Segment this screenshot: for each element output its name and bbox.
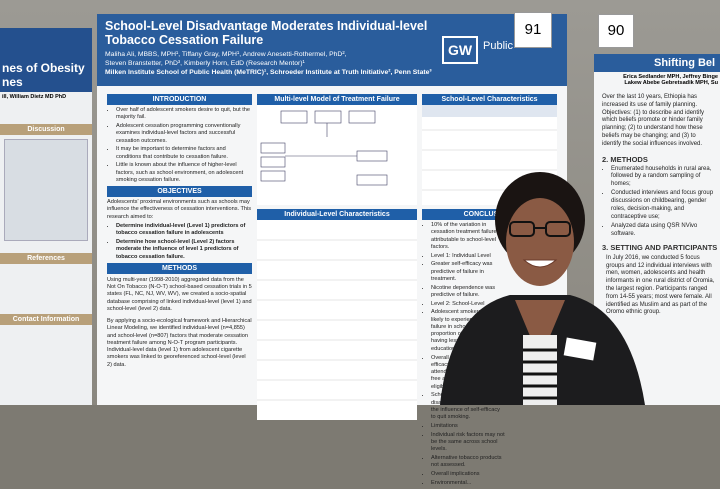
methods-text: By applying a socio-ecological framework… (107, 318, 252, 368)
right-heading: 3. SETTING AND PARTICIPANTS (602, 242, 718, 252)
bullet: Environmental... (431, 480, 506, 487)
right-heading: 2. METHODS (602, 154, 648, 164)
bullet: Little is known about the influence of h… (116, 162, 252, 184)
logo-text: Public (483, 40, 513, 52)
left-references: References (0, 253, 92, 264)
bullet: Determine how school-level (Level 2) fac… (116, 239, 252, 261)
board-number: 91 (514, 12, 552, 48)
column-left: INTRODUCTION Over half of adolescent smo… (107, 94, 252, 369)
title-line: Tobacco Cessation Failure (105, 33, 264, 48)
bullet: Enumerated households in rural area, fol… (611, 166, 720, 189)
affiliation: Milken Institute School of Public Health… (105, 68, 432, 76)
diagram-box (260, 142, 286, 154)
section-heading: School-Level Characteristics (422, 94, 557, 105)
objectives-list: Determine individual-level (Level 1) pre… (107, 223, 252, 261)
left-header: nes of Obesity nes (0, 28, 92, 92)
intro-list: Over half of adolescent smokers desire t… (107, 107, 252, 184)
bullet: Level 2: School-Level (431, 301, 506, 308)
bullet: Nicotine dependence was predictive of fa… (431, 285, 506, 300)
right-title: Shifting Bel (594, 54, 720, 72)
section-heading: Multi-level Model of Treatment Failure (257, 94, 417, 105)
neck (515, 300, 565, 360)
diagram-box (356, 150, 388, 162)
right-list: Enumerated households in rural area, fol… (602, 166, 720, 239)
scene: nes of Obesity nes ill, William Dietz MD… (0, 0, 720, 405)
author-line: Maliha Ali, MBBS, MPH¹, Tiffany Gray, MP… (105, 51, 347, 58)
model-diagram (257, 105, 417, 205)
smile (522, 259, 558, 268)
gw-logo: GW (442, 36, 478, 64)
table-head (422, 105, 557, 117)
name-badge (563, 337, 597, 361)
section-heading: CONCLUSIONS (422, 209, 557, 220)
methods-text: Using multi-year (1998-2010) aggregated … (107, 276, 252, 312)
right-author: Erica Sedlander MPH, Jeffrey Binge (623, 74, 718, 80)
left-subtitle: nes (2, 75, 23, 89)
section-heading: INTRODUCTION (107, 94, 252, 105)
authors: Maliha Ali, MBBS, MPH¹, Tiffany Gray, MP… (105, 51, 432, 77)
bullet: Adolescent cessation programming convent… (116, 123, 252, 145)
bullet: Over half of adolescent smokers desire t… (116, 107, 252, 122)
right-author: Lakew Abebe Gebretsadik MPH, Su (624, 80, 718, 86)
diagram-box (356, 174, 388, 186)
board-number: 90 (598, 14, 634, 48)
bullet: Alternative tobacco products not assesse… (431, 455, 506, 470)
title-line: School-Level Disadvantage Moderates Indi… (105, 19, 428, 33)
diagram-box (260, 156, 286, 168)
bullet: Greater self-efficacy was predictive of … (431, 261, 506, 283)
column-middle: Multi-level Model of Treatment Failure (257, 94, 417, 420)
left-authors: ill, William Dietz MD PhD (2, 94, 67, 100)
bullet: Level 1: Individual Level (431, 253, 506, 260)
bullet: Overall implications (431, 471, 506, 478)
section-heading: OBJECTIVES (107, 186, 252, 198)
left-figure (4, 139, 88, 241)
shirt (523, 335, 557, 405)
author-line: Steven Branstetter, PhD³, Kimberly Horn,… (105, 59, 305, 67)
person (440, 172, 645, 405)
bullet: Analyzed data using QSR NVivo software. (611, 223, 720, 239)
bullet: Determine individual-level (Level 1) pre… (116, 223, 252, 238)
right-intro: Over the last 10 years, Ethiopia has inc… (602, 94, 705, 147)
diagram-box (280, 110, 308, 124)
bullet: Conducted interviews and focus group dis… (611, 190, 720, 221)
left-gap (0, 264, 92, 314)
diagram-box (348, 110, 376, 124)
individual-table (257, 220, 417, 420)
left-title: nes of Obesity (2, 61, 85, 75)
left-poster: nes of Obesity nes ill, William Dietz MD… (0, 28, 92, 405)
face (506, 198, 574, 286)
title: School-Level Disadvantage Moderates Indi… (105, 19, 427, 48)
left-discussion: Discussion (0, 124, 92, 135)
right-setting: In July 2016, we conducted 5 focus group… (606, 254, 715, 316)
bullet: Limitations (431, 423, 506, 430)
left-contact: Contact Information (0, 314, 92, 325)
bullet: 10% of the variation in cessation treatm… (431, 222, 506, 251)
diagram-box (314, 110, 342, 124)
objectives-text: Adolescents' proximal environments such … (107, 199, 252, 220)
right-poster: Shifting Bel Erica Sedlander MPH, Jeffre… (594, 54, 720, 405)
bullet: It may be important to determine factors… (116, 146, 252, 161)
bullet: Individual risk factors may not be the s… (431, 432, 506, 454)
section-heading: Individual-Level Characteristics (257, 209, 417, 220)
diagram-box (260, 170, 286, 182)
section-heading: METHODS (107, 262, 252, 274)
main-header: School-Level Disadvantage Moderates Indi… (97, 14, 567, 86)
